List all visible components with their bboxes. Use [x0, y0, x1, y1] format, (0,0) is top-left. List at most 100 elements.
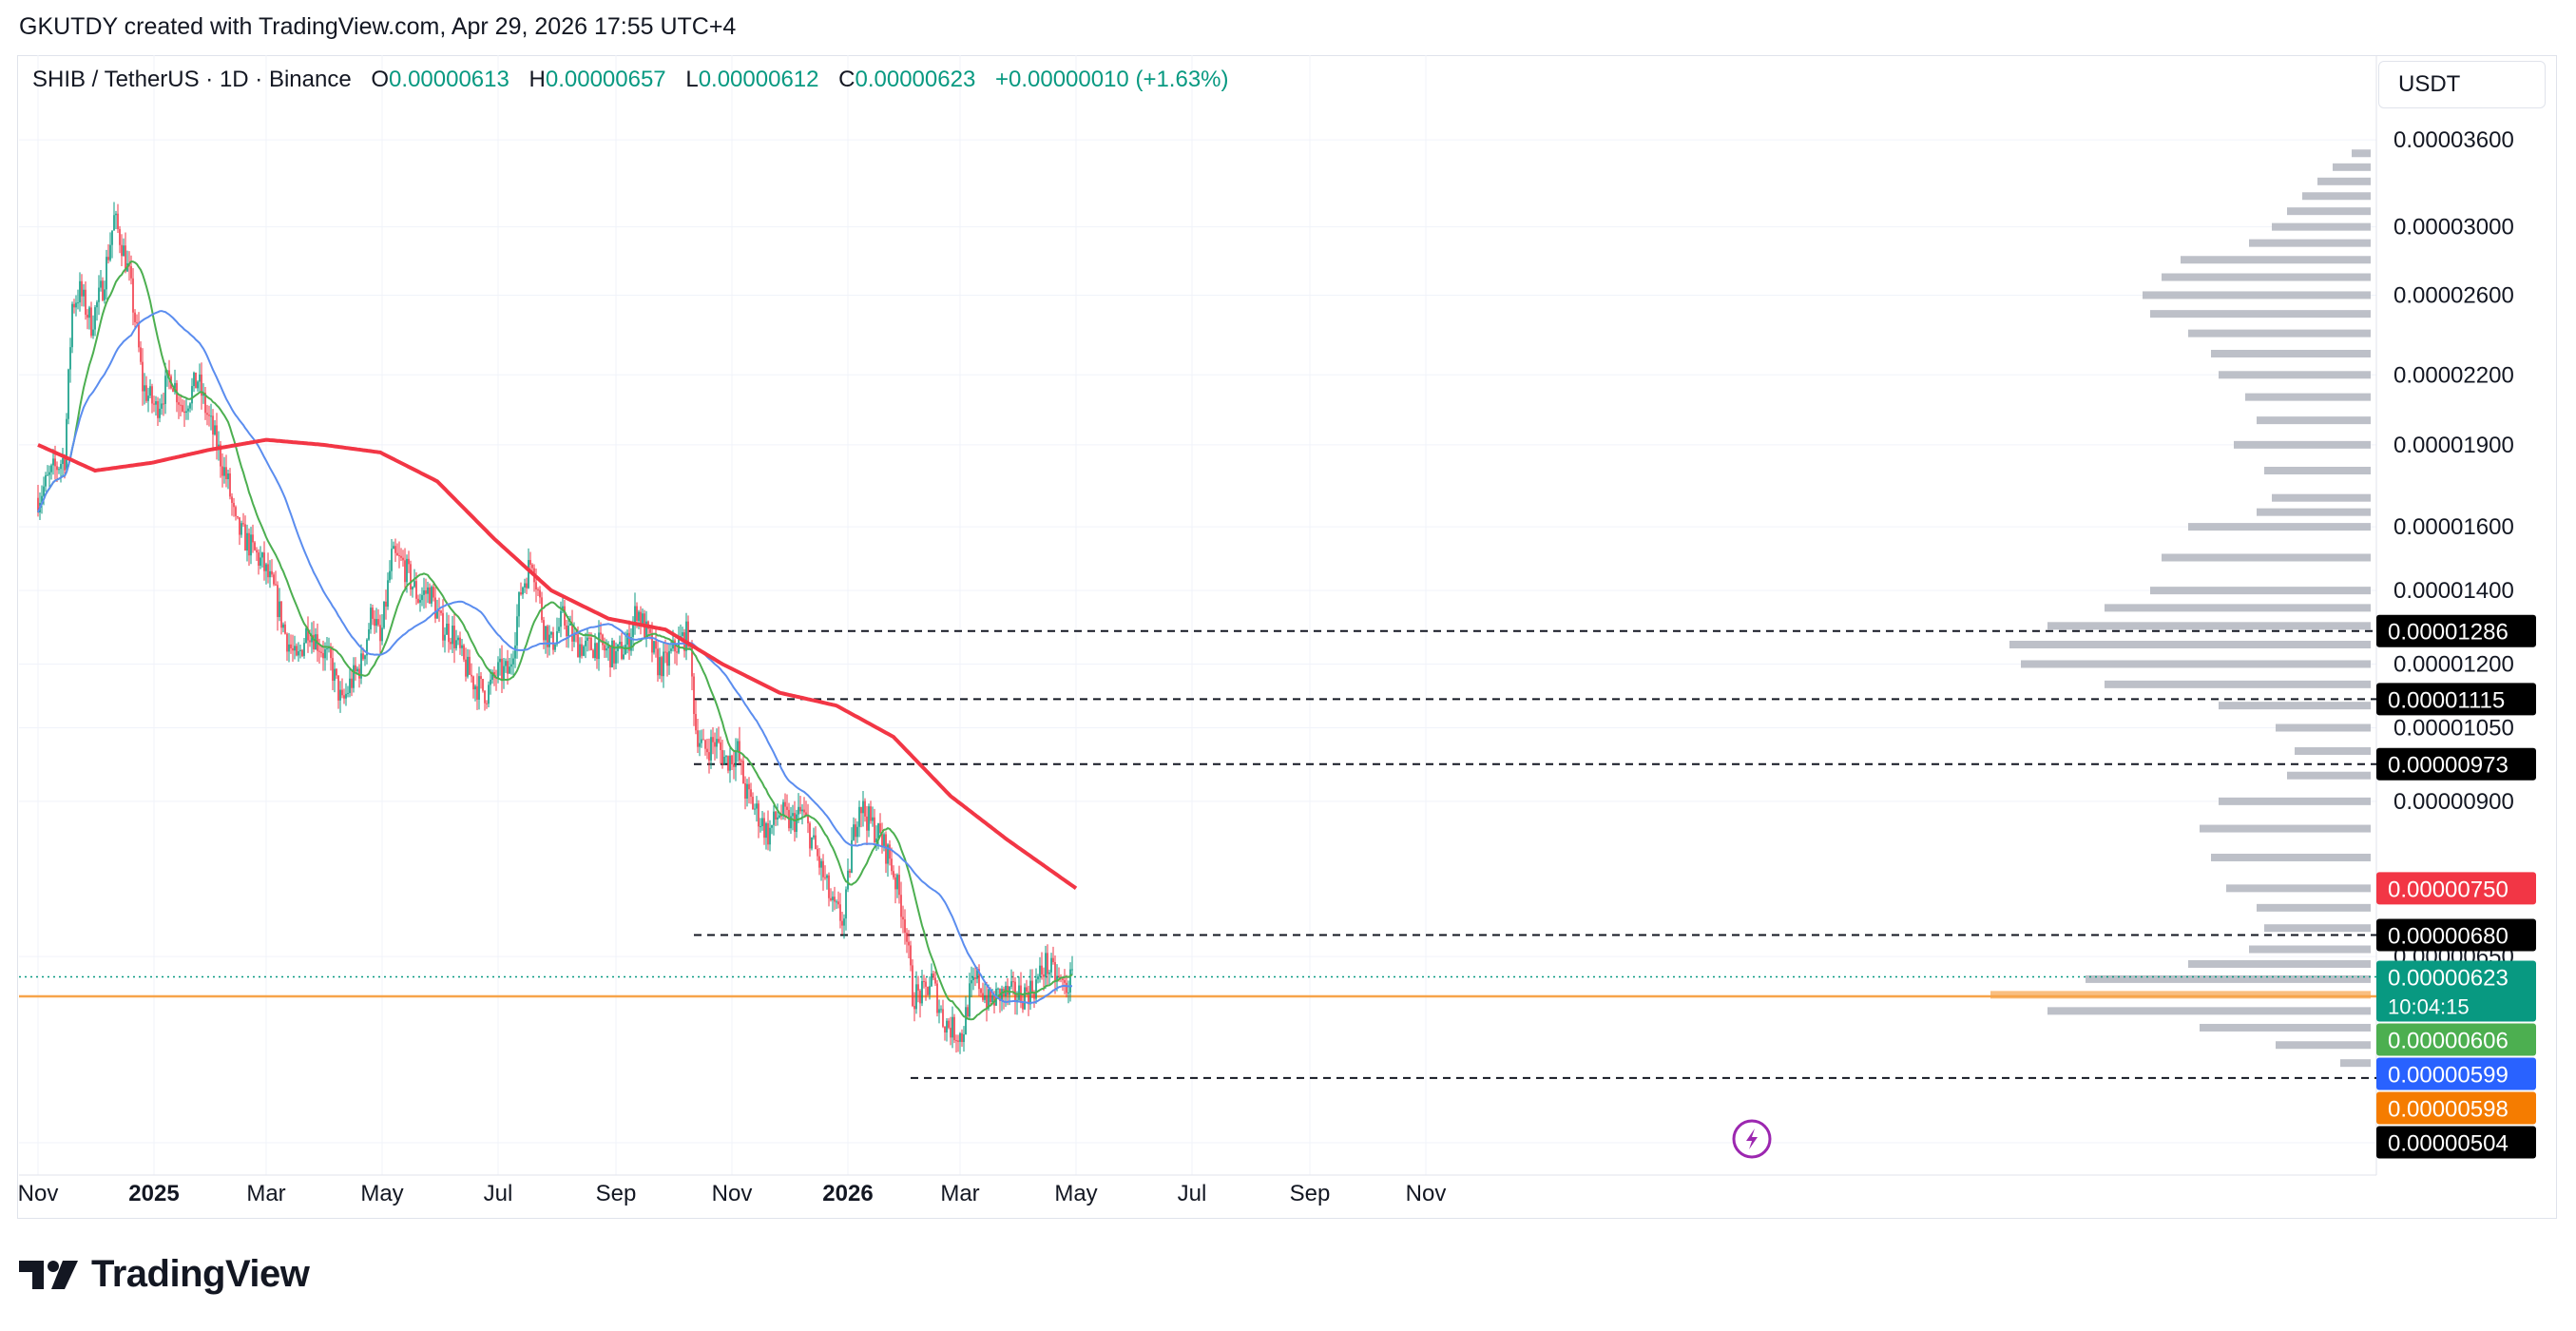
- candle-down: [1014, 981, 1016, 1001]
- candle-down: [136, 321, 138, 323]
- candle-down: [119, 229, 121, 245]
- volume-profile-bar: [2317, 177, 2371, 185]
- candle-up: [360, 653, 362, 679]
- candle-down: [410, 564, 412, 589]
- candle-up: [845, 889, 847, 919]
- candle-down: [706, 748, 708, 753]
- candle-down: [855, 824, 856, 838]
- candle-down: [600, 632, 602, 635]
- candle-up: [560, 610, 562, 627]
- currency-selector[interactable]: USDT: [2378, 61, 2546, 108]
- candle-down: [201, 374, 202, 396]
- candle-down: [936, 983, 938, 1013]
- symbol-name[interactable]: SHIB / TetherUS · 1D · Binance: [32, 67, 352, 92]
- candle-down: [400, 555, 402, 558]
- candle-up: [820, 860, 822, 868]
- volume-profile-bar: [2249, 945, 2371, 954]
- candle-down: [950, 1027, 952, 1038]
- candle-down: [817, 849, 818, 857]
- candle-up: [149, 386, 151, 396]
- price-tag[interactable]: 0.00000598: [2376, 1091, 2536, 1125]
- candle-down: [834, 897, 836, 902]
- candle-down: [529, 560, 531, 565]
- candle-down: [168, 370, 170, 376]
- candle-up: [457, 637, 459, 641]
- change-value: +0.00000010 (+1.63%): [994, 67, 1229, 92]
- candle-down: [402, 557, 404, 561]
- candle-down: [934, 977, 936, 984]
- candle-down: [974, 976, 976, 979]
- time-axis-label: Mar: [246, 1181, 285, 1206]
- candle-down: [1052, 957, 1054, 963]
- candle-down: [596, 643, 598, 660]
- candle-down: [138, 322, 140, 348]
- candle-up: [499, 658, 501, 663]
- candle-down: [693, 676, 695, 715]
- candle-down: [712, 737, 714, 743]
- lightning-icon[interactable]: [1732, 1119, 1772, 1159]
- candle-up: [642, 613, 644, 626]
- candle-down: [239, 517, 240, 535]
- candle-down: [919, 990, 921, 1004]
- price-tag[interactable]: 0.00000973: [2376, 747, 2536, 781]
- candle-down: [944, 1026, 946, 1033]
- candle-up: [189, 403, 191, 409]
- candle-down: [132, 278, 134, 313]
- candle-up: [737, 741, 739, 752]
- candle-up: [488, 685, 490, 704]
- tradingview-brand[interactable]: TradingView: [19, 1253, 310, 1296]
- candle-down: [484, 690, 486, 704]
- price-tag[interactable]: 0.00001286: [2376, 614, 2536, 647]
- volume-profile-bar: [2287, 207, 2371, 216]
- candle-down: [906, 933, 908, 942]
- candle-up: [299, 649, 301, 652]
- candle-down: [718, 739, 720, 743]
- candle-down: [429, 587, 431, 604]
- candle-up: [792, 813, 794, 817]
- candle-down: [543, 620, 545, 641]
- candle-down: [666, 652, 668, 666]
- horizontal-levels: [19, 629, 2376, 1079]
- price-tag[interactable]: 0.00000623 10:04:15: [2376, 960, 2536, 1022]
- candle-up: [811, 837, 813, 849]
- candle-up: [548, 634, 550, 647]
- price-tag-value: 0.00000623: [2388, 965, 2509, 991]
- candle-up: [798, 806, 799, 815]
- candle-up: [52, 458, 54, 466]
- candle-up: [777, 817, 779, 820]
- candle-down: [235, 507, 237, 516]
- candle-down: [292, 647, 294, 651]
- price-tag[interactable]: 0.00000750: [2376, 872, 2536, 905]
- candle-up: [1045, 953, 1047, 977]
- volume-profile-bar: [2276, 1041, 2371, 1050]
- candle-down: [355, 665, 356, 672]
- price-tag-bg: [2376, 614, 2536, 647]
- price-tag[interactable]: 0.00000504: [2376, 1126, 2536, 1159]
- candle-up: [678, 636, 680, 653]
- candle-up: [436, 610, 438, 619]
- candle-down: [318, 650, 320, 652]
- price-tag[interactable]: 0.00000680: [2376, 918, 2536, 952]
- candle-down: [750, 789, 752, 798]
- price-chart[interactable]: 0.00003600 0.00003000 0.00002600 0.00002200…: [0, 0, 2576, 1226]
- candle-down: [417, 598, 419, 603]
- candle-up: [972, 976, 974, 981]
- candle-down: [655, 641, 657, 649]
- volume-profile-bar: [2245, 393, 2371, 401]
- volume-profile-bar: [2264, 466, 2371, 474]
- candle-down: [377, 619, 379, 626]
- candle-up: [92, 329, 94, 337]
- price-tag[interactable]: 0.00000599: [2376, 1057, 2536, 1090]
- candle-down: [425, 590, 427, 594]
- candle-up: [701, 739, 702, 743]
- price-tag-value: 0.00000598: [2388, 1096, 2509, 1122]
- candle-down: [691, 644, 693, 677]
- price-tag[interactable]: 0.00001115: [2376, 683, 2536, 716]
- candle-down: [805, 812, 807, 817]
- candle-down: [87, 314, 88, 318]
- candle-down: [258, 552, 260, 566]
- price-tag[interactable]: 0.00000606: [2376, 1023, 2536, 1056]
- candle-up: [223, 467, 225, 476]
- candle-down: [837, 901, 839, 905]
- candle-up: [364, 655, 366, 660]
